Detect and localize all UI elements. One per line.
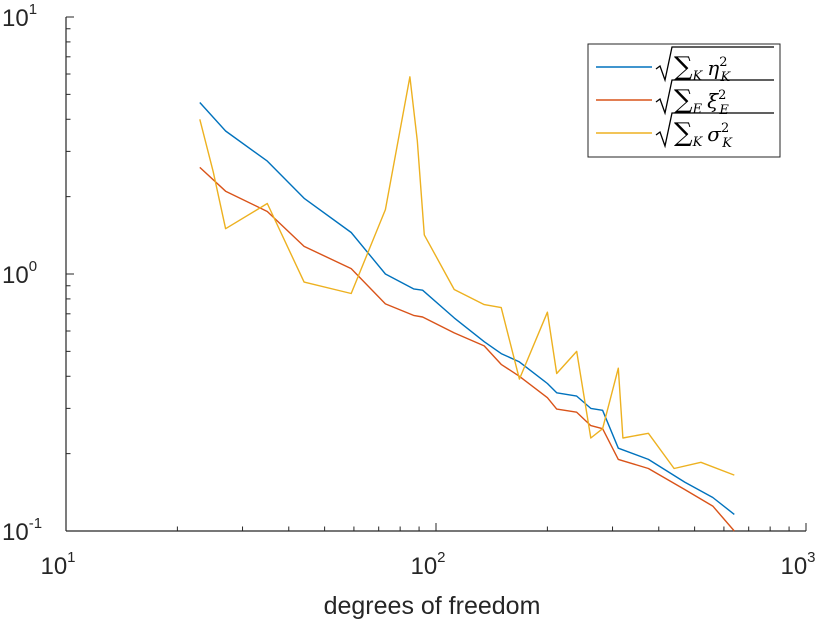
y-tick-label: 101 <box>2 1 37 32</box>
x-tick-label: 103 <box>780 549 815 580</box>
legend-radical <box>655 79 774 116</box>
x-tick-label: 101 <box>40 549 75 580</box>
y-ticks: 10-1 100 101 <box>2 1 74 546</box>
series-lines <box>199 76 735 532</box>
series-line-3 <box>199 76 735 476</box>
legend: ∑K η2 K∑E ξ2 E∑K σ2 K <box>587 43 781 158</box>
legend-label: ∑K η2 K <box>674 52 732 85</box>
legend-label: ∑K σ2 K <box>674 118 733 151</box>
y-tick-label: 100 <box>2 258 37 289</box>
x-axis-label: degrees of freedom <box>324 592 541 620</box>
legend-label: ∑E ξ2 E <box>674 85 729 118</box>
x-ticks: 101 102 103 <box>40 523 816 580</box>
series-line-2 <box>199 166 735 532</box>
legend-radical <box>655 46 774 83</box>
legend-radical <box>655 112 774 149</box>
series-line-1 <box>199 102 735 515</box>
y-tick-label: 10-1 <box>2 515 42 546</box>
x-tick-label: 102 <box>410 549 445 580</box>
